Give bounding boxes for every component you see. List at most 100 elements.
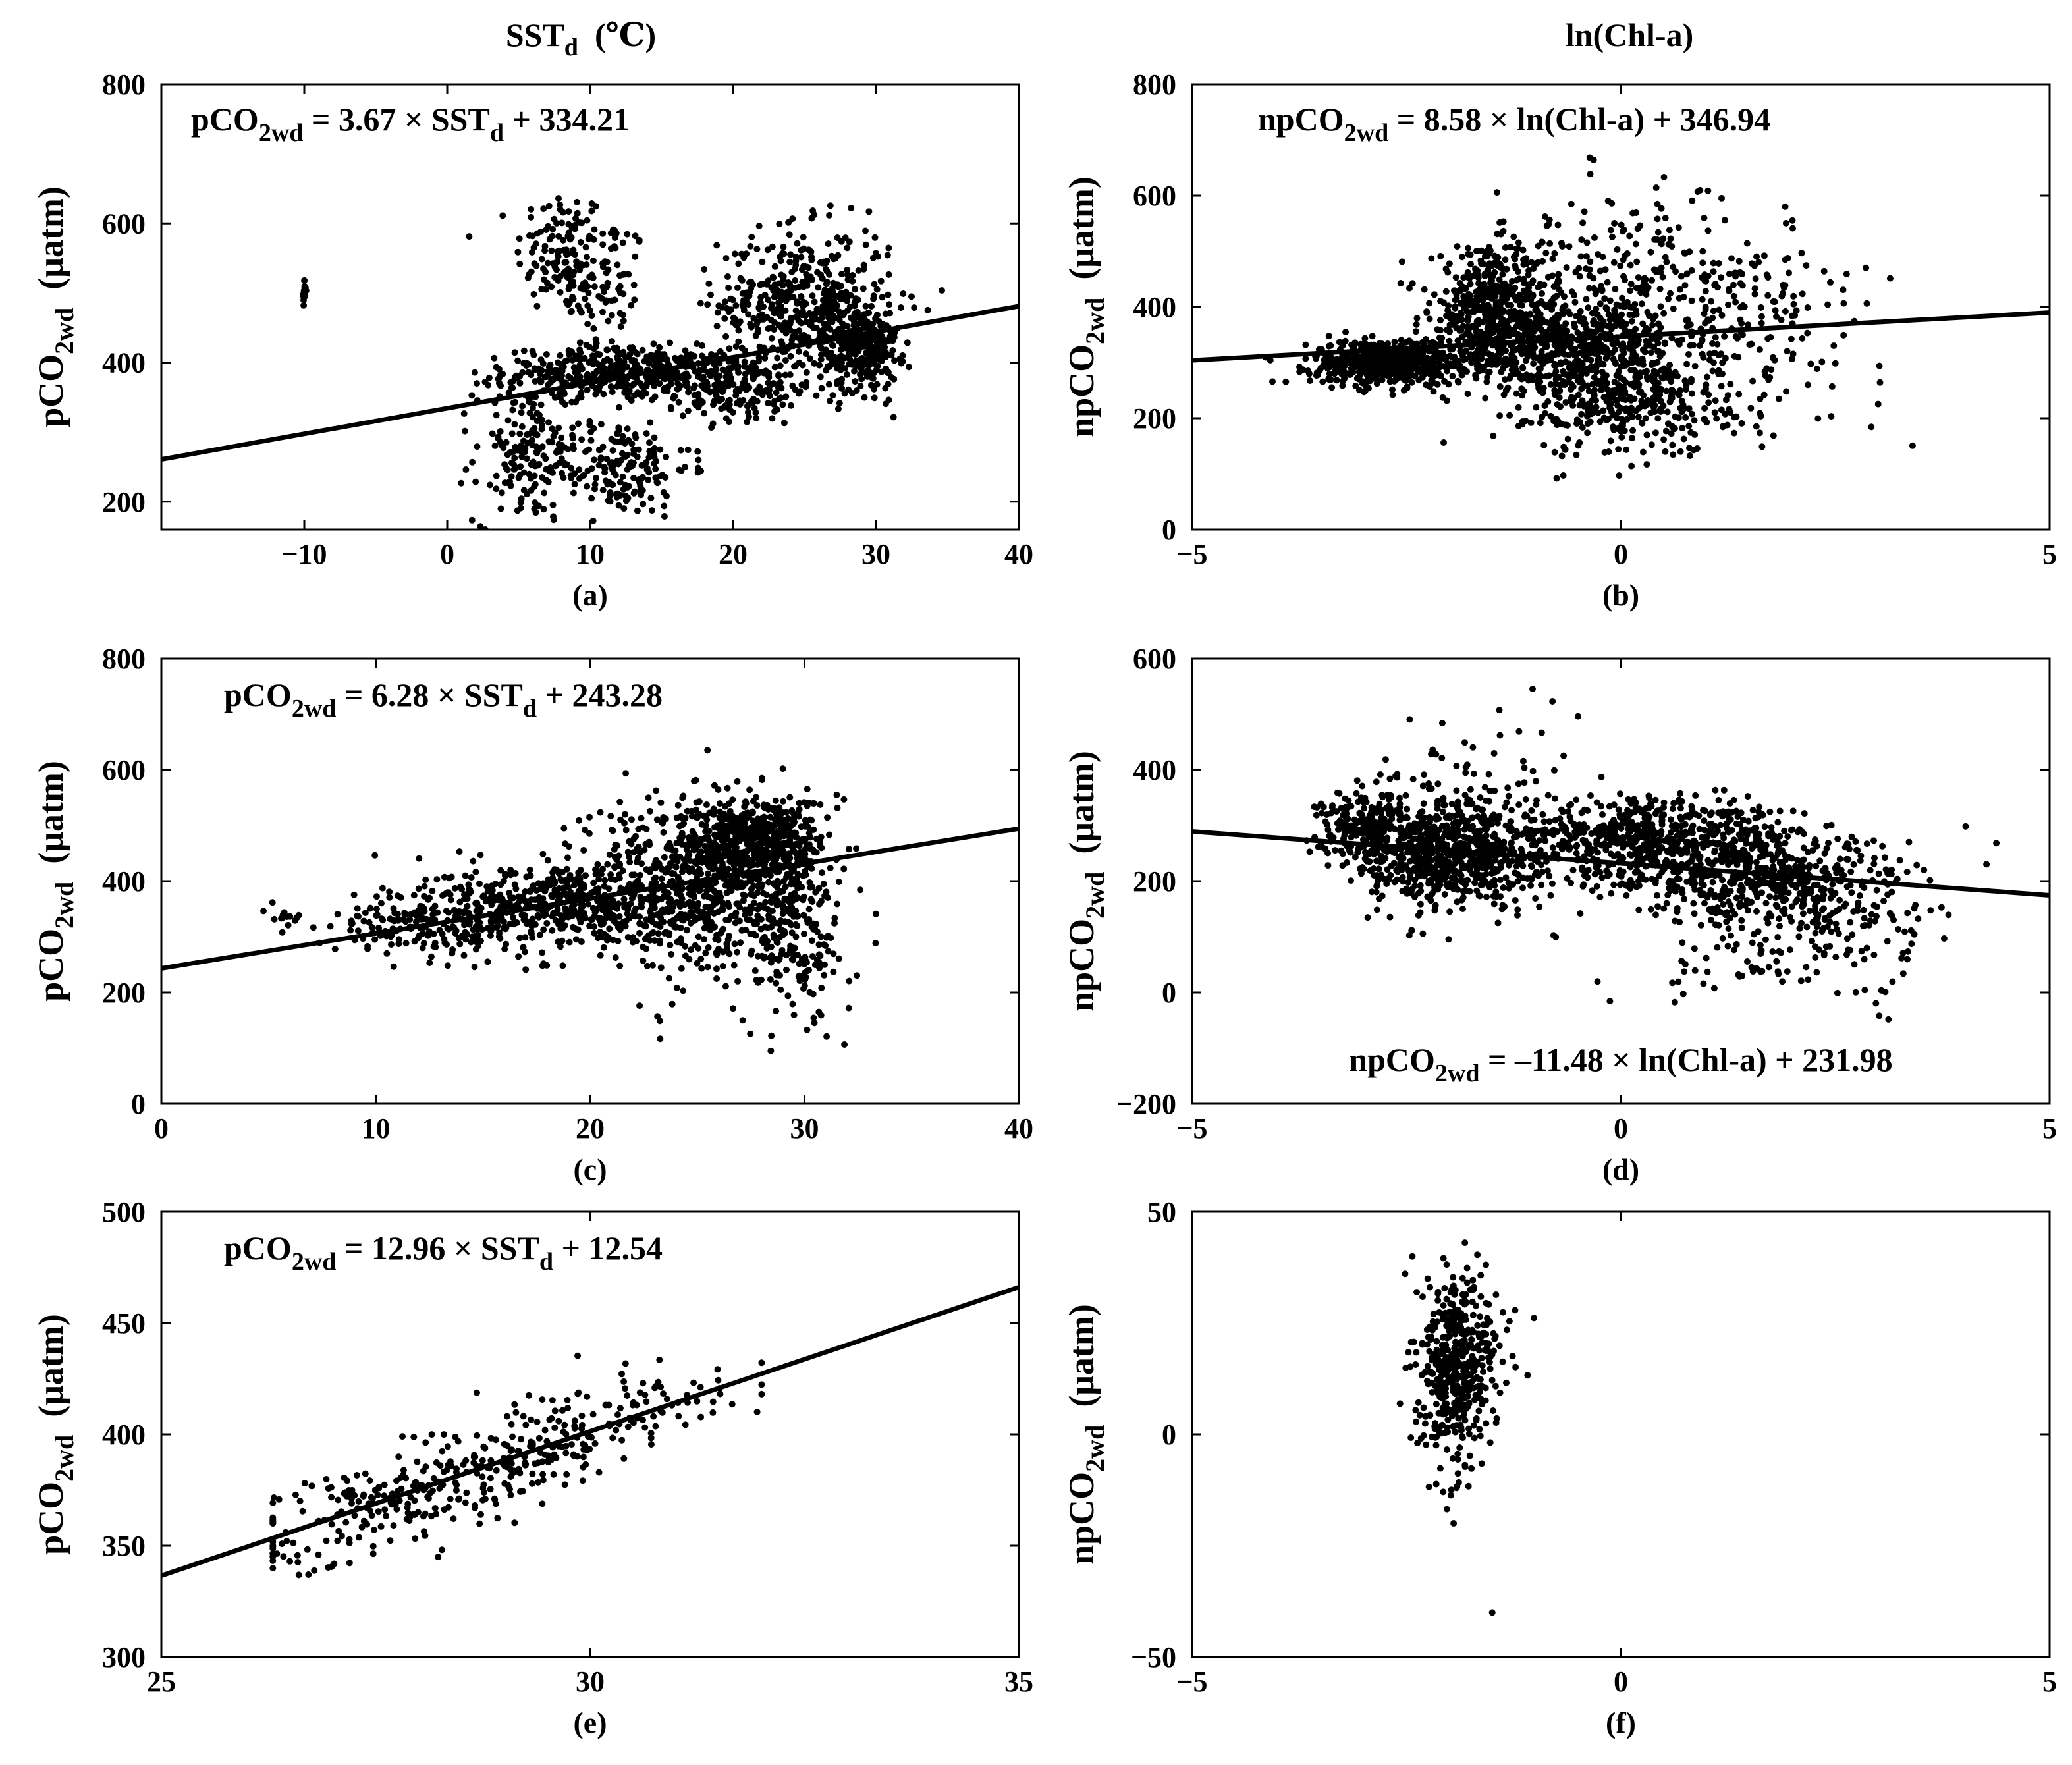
point-a-435 [592, 391, 599, 398]
point-b-1851 [1682, 414, 1689, 421]
point-b-2296 [1718, 350, 1725, 358]
point-b-1773 [1623, 416, 1631, 423]
point-a-1239 [885, 271, 892, 278]
point-b-1764 [1587, 356, 1595, 364]
point-a-628 [525, 361, 532, 368]
point-a-1617 [838, 283, 845, 290]
point-b-2312 [1767, 334, 1774, 340]
point-a-960 [648, 507, 655, 514]
point-a-1545 [812, 315, 819, 323]
point-c-147 [539, 949, 546, 956]
point-a-203 [584, 302, 591, 310]
point-a-1893 [836, 400, 843, 407]
point-a-1240 [939, 287, 945, 294]
point-a-1316 [884, 252, 891, 259]
scatter-points-c [260, 747, 879, 1054]
point-b-1808 [1622, 379, 1629, 386]
point-b-2163 [1730, 292, 1737, 300]
point-b-1859 [1670, 451, 1677, 458]
point-b-1776 [1544, 398, 1552, 405]
point-b-1171 [1465, 290, 1473, 298]
point-b-2092 [1627, 281, 1635, 288]
point-a-426 [485, 374, 493, 381]
point-c-387 [515, 953, 522, 960]
point-a-1539 [849, 272, 856, 279]
point-a-1537 [875, 253, 881, 260]
point-a-888 [653, 458, 659, 465]
point-b-2041 [1648, 362, 1655, 369]
point-b-2343 [1659, 350, 1666, 357]
point-b-2171 [1629, 209, 1637, 217]
point-a-1323 [800, 234, 807, 241]
point-b-1939 [1525, 319, 1533, 326]
point-a-184 [599, 308, 606, 315]
point-a-92 [553, 266, 560, 273]
point-b-1453 [1494, 335, 1501, 342]
point-c-593 [507, 867, 514, 873]
point-b-1479 [1639, 320, 1647, 327]
point-b-1755 [1726, 408, 1733, 415]
point-b-2253 [1784, 348, 1791, 355]
point-a-904 [612, 472, 619, 479]
point-b-1055 [1506, 288, 1513, 296]
point-b-2221 [1772, 307, 1779, 314]
point-a-1368 [846, 238, 853, 246]
point-a-1082 [750, 399, 757, 406]
panel-label-a: (a) [572, 578, 608, 612]
point-b-1031 [1486, 244, 1492, 251]
point-b-1589 [1570, 394, 1577, 402]
point-a-683 [519, 402, 526, 410]
point-b-572 [1409, 364, 1417, 371]
point-b-2037 [1602, 372, 1610, 379]
point-b-1968 [1638, 300, 1645, 308]
point-b-564 [1436, 364, 1443, 371]
point-c-634 [559, 916, 566, 923]
point-c-596 [501, 923, 508, 930]
point-b-2309 [1782, 308, 1789, 315]
point-b-1850 [1569, 383, 1577, 390]
point-a-1634 [793, 313, 800, 320]
point-a-1274 [759, 258, 766, 265]
point-c-205 [420, 930, 427, 937]
point-a-1096 [734, 366, 741, 373]
point-a-43 [582, 244, 589, 251]
point-b-1689 [1664, 408, 1671, 416]
point-c-47 [412, 918, 420, 925]
point-a-523 [520, 347, 528, 354]
point-a-1801 [885, 381, 892, 388]
point-a-570 [651, 377, 658, 384]
point-a-1506 [781, 319, 788, 327]
point-b-1956 [1596, 361, 1603, 368]
point-a-1554 [768, 335, 775, 342]
point-a-915 [643, 459, 650, 466]
point-a-1065 [682, 381, 689, 389]
point-a-289 [471, 369, 478, 376]
point-a-51 [532, 240, 539, 248]
point-b-483 [1414, 364, 1421, 371]
point-a-516 [625, 354, 632, 361]
point-a-70 [528, 268, 535, 275]
point-b-1027 [1473, 327, 1480, 335]
point-b-1210 [1522, 296, 1529, 303]
point-b-2164 [1502, 256, 1509, 263]
point-a-1790 [867, 381, 875, 389]
point-a-113 [540, 265, 547, 273]
point-c-595 [616, 913, 623, 920]
point-a-221 [667, 339, 674, 346]
point-b-2056 [1620, 256, 1627, 263]
point-a-1799 [874, 312, 881, 319]
point-a-1522 [798, 333, 805, 340]
point-b-2267 [1739, 282, 1746, 289]
point-b-876 [1502, 376, 1509, 383]
point-a-752 [468, 516, 476, 524]
point-a-41 [592, 203, 599, 210]
point-a-1872 [849, 327, 856, 335]
point-b-2173 [1651, 236, 1658, 243]
point-a-1856 [838, 352, 845, 360]
point-b-2246 [1789, 350, 1797, 358]
point-a-829 [593, 474, 599, 481]
point-c-561 [560, 889, 568, 896]
point-b-2144 [1529, 292, 1537, 300]
point-b-2319 [1766, 374, 1774, 381]
point-b-1052 [1465, 327, 1472, 335]
